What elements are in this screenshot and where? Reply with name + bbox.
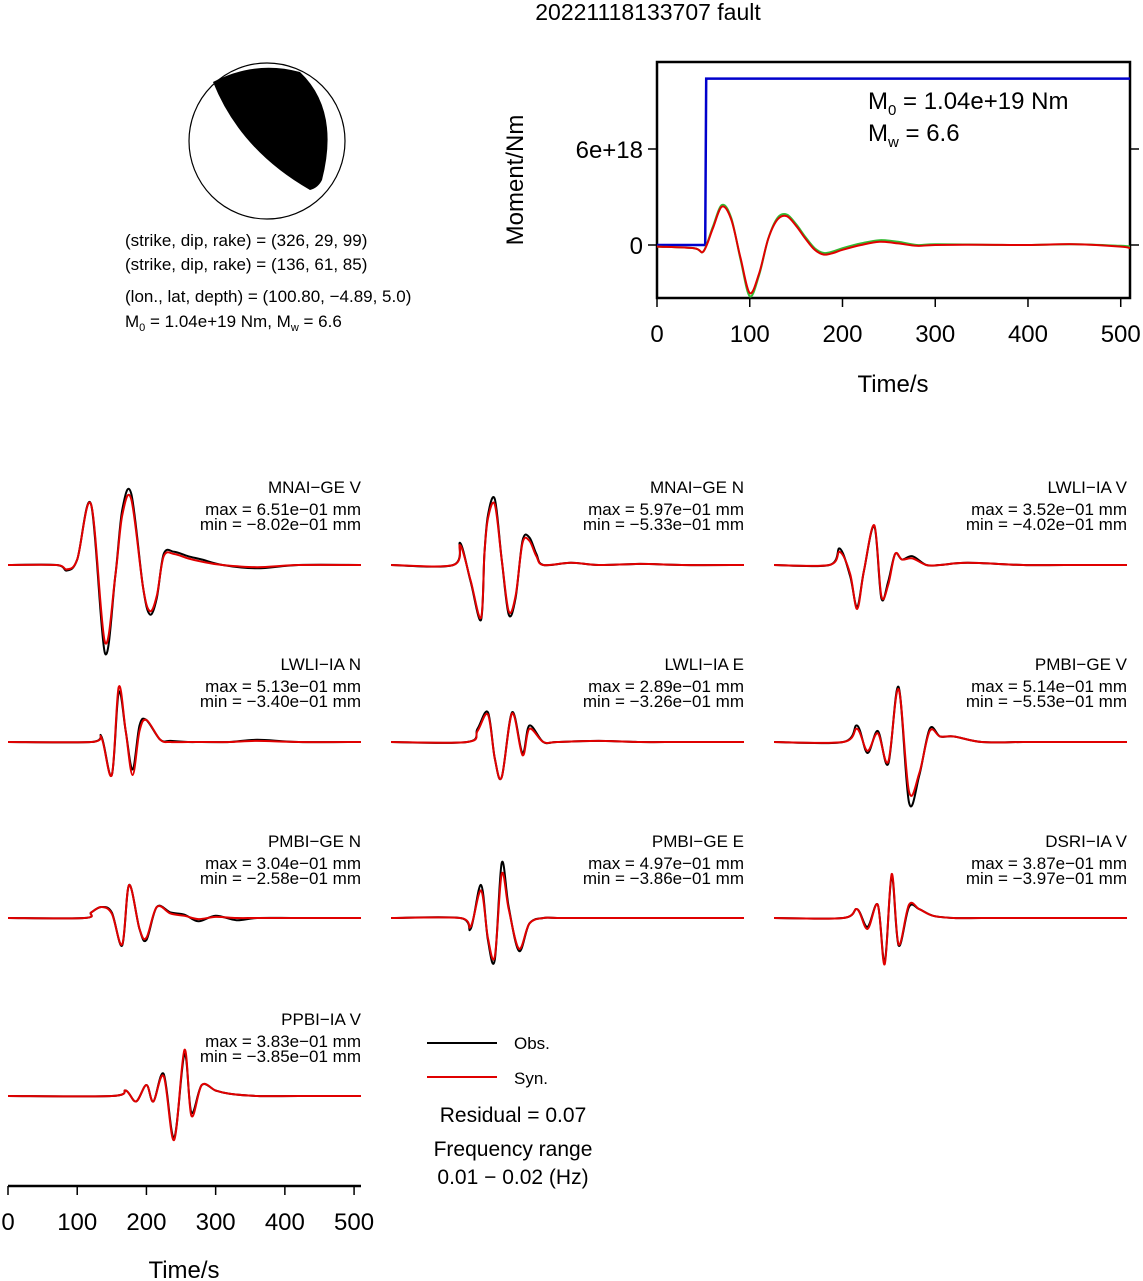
station-label: PMBI−GE N [268, 832, 361, 851]
synthetic-trace [390, 712, 744, 780]
synthetic-trace [7, 493, 362, 645]
nodal-plane-2: (strike, dip, rake) = (136, 61, 85) [125, 255, 367, 274]
legend: Obs. Syn. [427, 1034, 550, 1088]
synthetic-trace [773, 688, 1127, 797]
moment-xlabel: Time/s [857, 371, 928, 398]
observed-trace [773, 525, 1127, 608]
legend-syn-label: Syn. [514, 1069, 548, 1088]
moment-xtick-label: 0 [650, 321, 663, 348]
synthetic-trace [390, 501, 745, 619]
moment-ytick-label: 6e+18 [576, 137, 643, 164]
moment-xtick-label: 400 [1008, 321, 1048, 348]
figure-title: 20221118133707 fault [535, 0, 761, 25]
waveform-xtick-label: 400 [265, 1209, 305, 1236]
moment-ylabel: Moment/Nm [502, 115, 529, 246]
mechanism-text: (strike, dip, rake) = (326, 29, 99) (str… [125, 231, 411, 334]
moment-rate-green-line [656, 203, 1131, 298]
synthetic-trace [7, 883, 361, 946]
station-max: max = 2.89e−01 mm [588, 677, 744, 696]
waveform-time-axis: 0 100 200 300 400 500 [1, 1184, 374, 1236]
station-min: min = −5.33e−01 mm [583, 515, 744, 534]
station-max: max = 5.14e−01 mm [971, 677, 1127, 696]
station-max: max = 3.04e−01 mm [205, 854, 361, 873]
waveform-xlabel: Time/s [148, 1257, 219, 1281]
moment-xtick-label: 500 [1101, 321, 1141, 348]
waveform-xtick-label: 200 [126, 1209, 166, 1236]
station-max: max = 6.51e−01 mm [205, 500, 361, 519]
station-min: min = −3.97e−01 mm [966, 869, 1127, 888]
moment-ytick-label: 0 [630, 233, 643, 260]
station-label: LWLI−IA N [281, 655, 361, 674]
station-max: max = 5.13e−01 mm [205, 677, 361, 696]
station-label: PMBI−GE E [652, 832, 744, 851]
station-min: min = −3.26e−01 mm [583, 692, 744, 711]
station-min: min = −5.53e−01 mm [966, 692, 1127, 711]
station-label: DSRI−IA V [1045, 832, 1127, 851]
station-min: min = −8.02e−01 mm [200, 515, 361, 534]
moment-rate-red-line [656, 205, 1131, 295]
station-label: PPBI−IA V [281, 1010, 362, 1029]
moment-mw-label: Mw = 6.6 [868, 120, 960, 151]
station-max: max = 5.97e−01 mm [588, 500, 744, 519]
nodal-plane-1: (strike, dip, rake) = (326, 29, 99) [125, 231, 367, 250]
residual-label: Residual = 0.07 [440, 1104, 587, 1127]
station-label: MNAI−GE V [268, 478, 362, 497]
station-min: min = −4.02e−01 mm [966, 515, 1127, 534]
location-depth: (lon., lat, depth) = (100.80, −4.89, 5.0… [125, 287, 411, 306]
waveform-xtick-label: 0 [1, 1209, 14, 1236]
moment-xtick-label: 200 [822, 321, 862, 348]
moment-plot-frame [655, 60, 1132, 300]
synthetic-trace [773, 872, 1127, 966]
frequency-range-title: Frequency range [434, 1138, 593, 1161]
station-label: LWLI−IA V [1047, 478, 1127, 497]
waveform-xtick-label: 300 [196, 1209, 236, 1236]
station-min: min = −3.40e−01 mm [200, 692, 361, 711]
frequency-range-value: 0.01 − 0.02 (Hz) [437, 1166, 588, 1189]
station-max: max = 3.87e−01 mm [971, 854, 1127, 873]
cumulative-moment-line [657, 77, 1130, 247]
beachball [188, 62, 346, 220]
moment-xtick-label: 100 [730, 321, 770, 348]
synthetic-trace [390, 871, 744, 961]
station-max: max = 3.83e−01 mm [205, 1032, 361, 1051]
station-max: max = 3.52e−01 mm [971, 500, 1127, 519]
station-min: min = −2.58e−01 mm [200, 869, 361, 888]
station-min: min = −3.85e−01 mm [200, 1047, 361, 1066]
waveform-xtick-label: 100 [57, 1209, 97, 1236]
synthetic-trace [773, 524, 1127, 611]
moment-magnitude: M0 = 1.04e+19 Nm, Mw = 6.6 [125, 312, 342, 334]
legend-obs-label: Obs. [514, 1034, 550, 1053]
synthetic-trace [7, 685, 362, 778]
station-label: LWLI−IA E [664, 655, 744, 674]
waveform-xtick-label: 500 [334, 1209, 374, 1236]
station-label: PMBI−GE V [1035, 655, 1128, 674]
moment-xtick-label: 300 [915, 321, 955, 348]
station-max: max = 4.97e−01 mm [588, 854, 744, 873]
station-label: MNAI−GE N [650, 478, 744, 497]
station-min: min = −3.86e−01 mm [583, 869, 744, 888]
synthetic-trace [7, 1048, 361, 1142]
observed-trace [390, 710, 744, 781]
moment-m0-label: M0 = 1.04e+19 Nm [868, 88, 1068, 119]
